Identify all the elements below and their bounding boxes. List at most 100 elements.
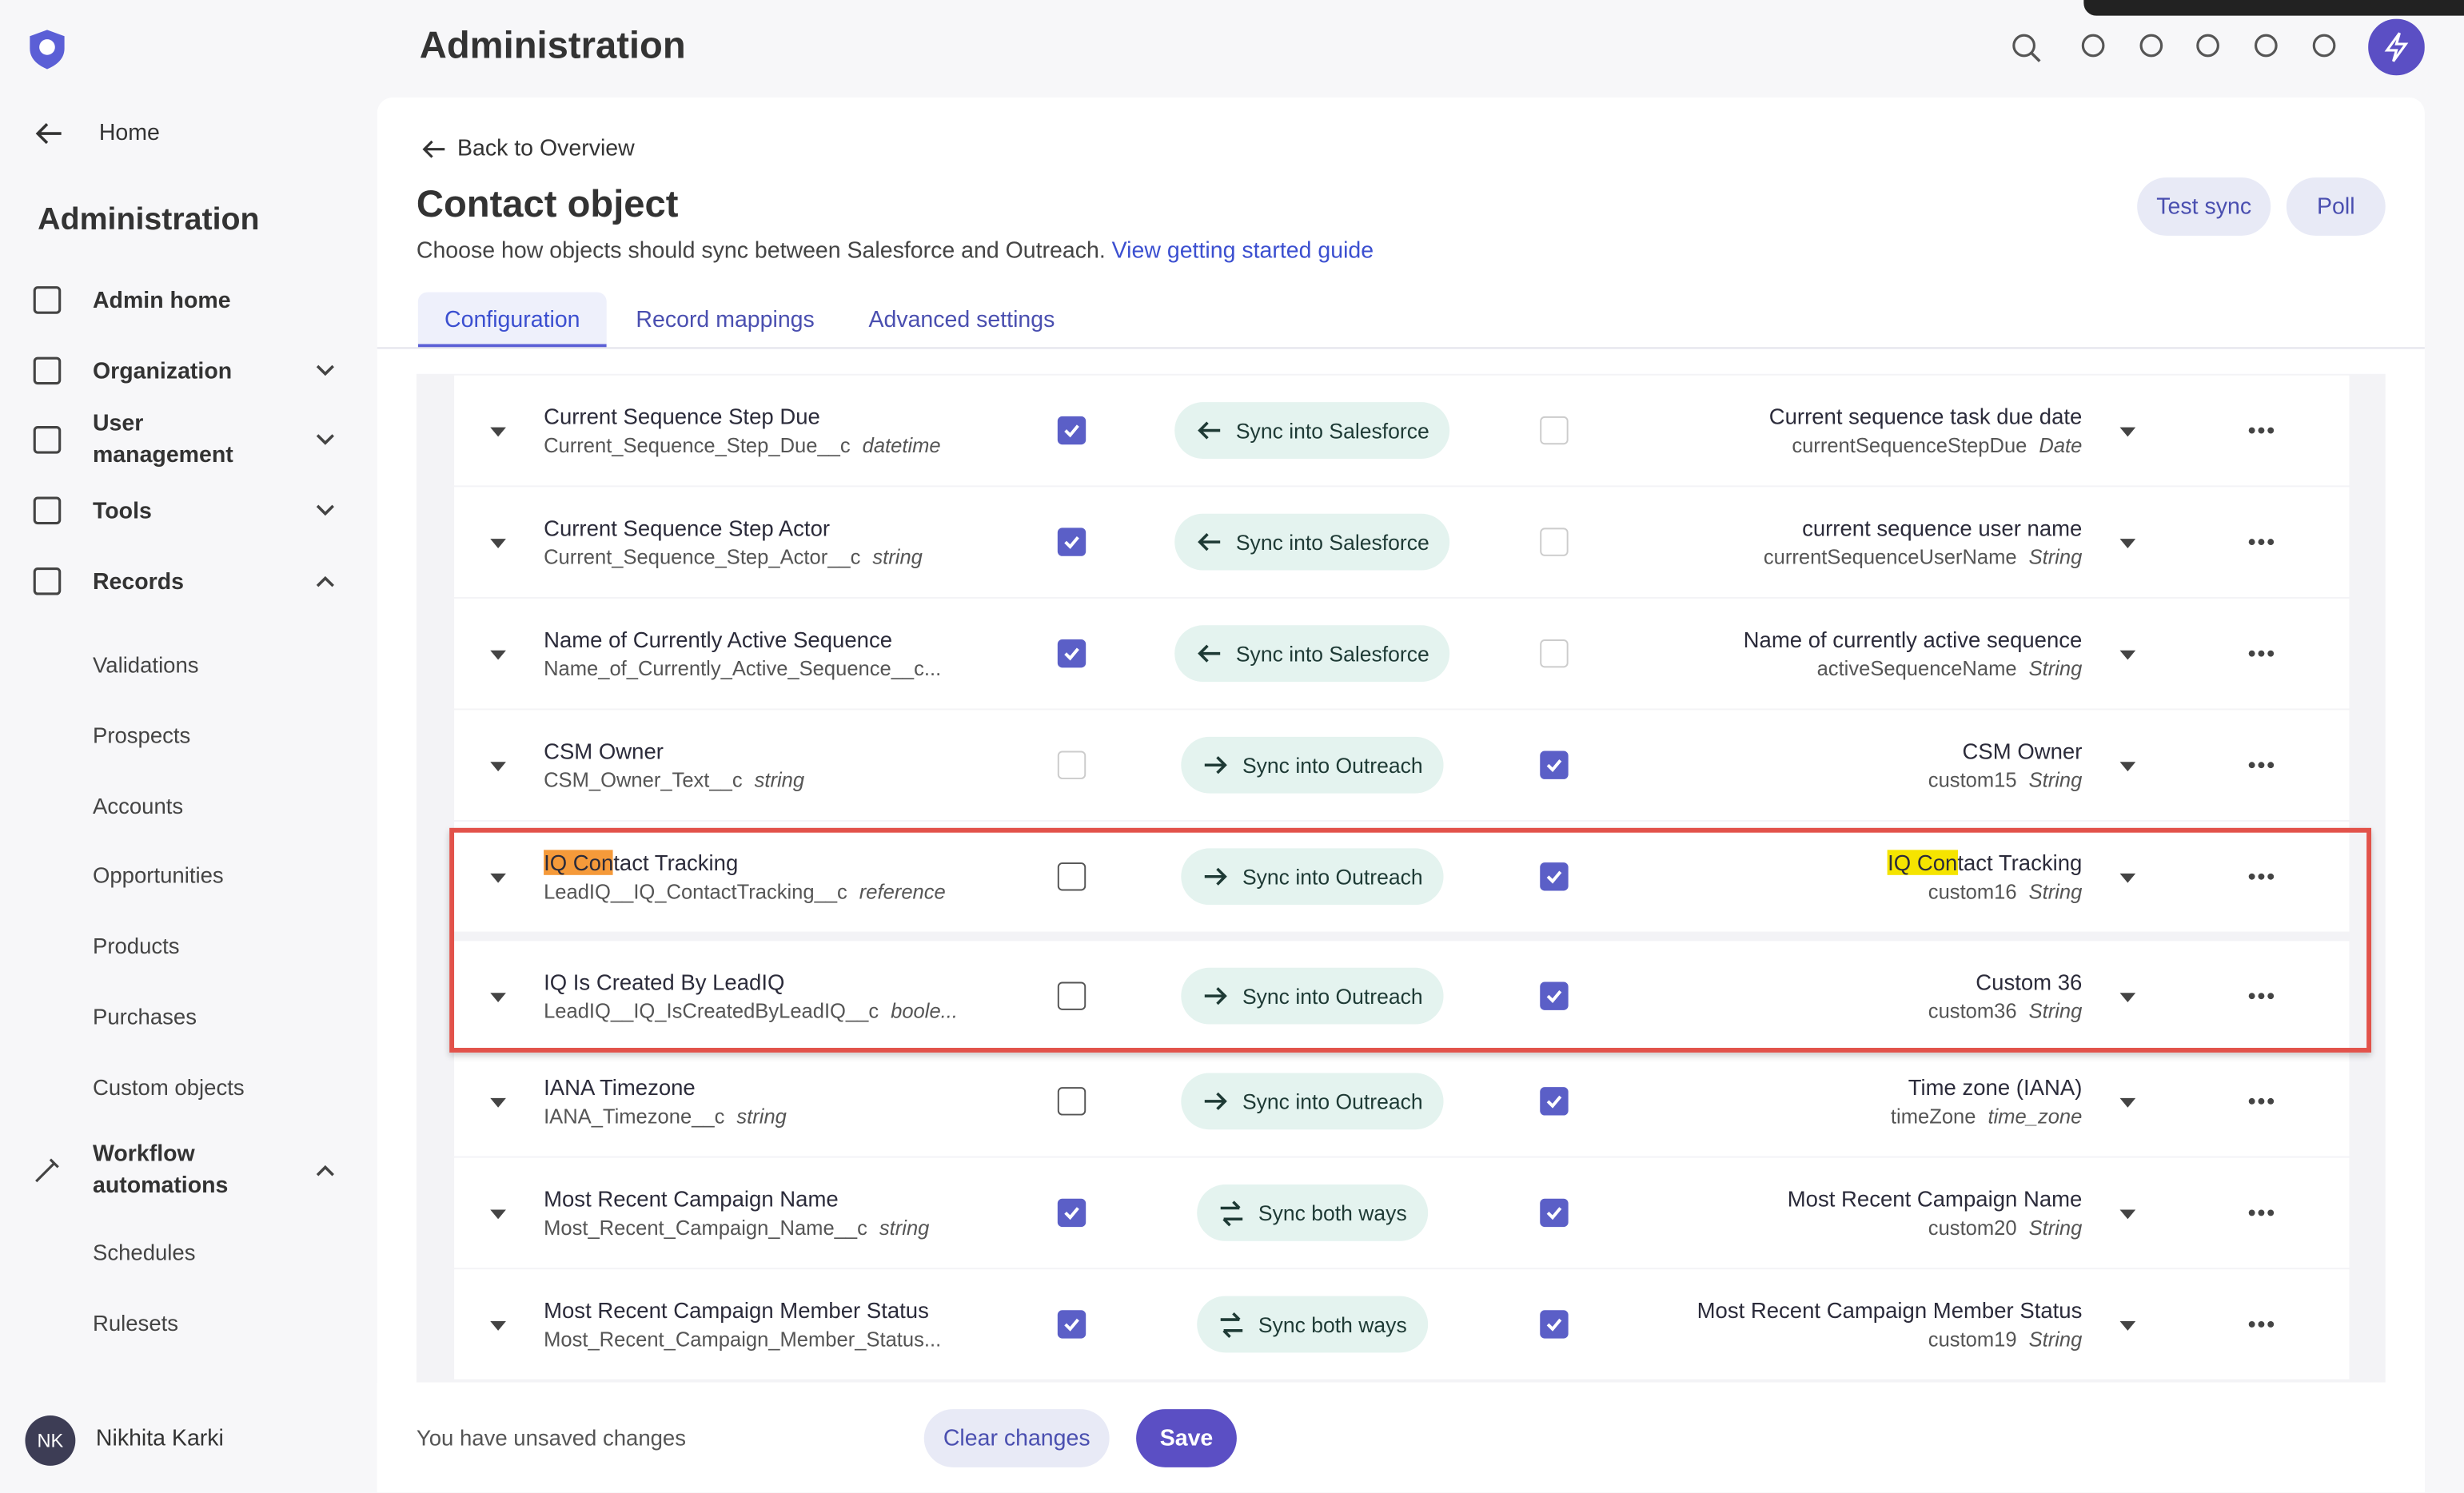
clear-button[interactable]: Clear changes <box>923 1409 1110 1467</box>
checkbox[interactable] <box>1540 1310 1569 1339</box>
nav-item[interactable]: User management <box>92 411 233 468</box>
checkbox[interactable] <box>1540 639 1569 668</box>
nav-subitem[interactable]: Rulesets <box>92 1309 179 1336</box>
out-api-name: custom15 <box>1928 768 2017 792</box>
logo <box>30 30 65 70</box>
save-button[interactable]: Save <box>1136 1409 1237 1467</box>
sf-api: LeadIQ__IQ_IsCreatedByLeadIQ__c boole... <box>544 999 958 1022</box>
checkbox[interactable] <box>1057 528 1086 556</box>
nav-icon <box>33 286 62 314</box>
sf-label: Name of Currently Active Sequence <box>544 627 893 652</box>
nav-subitem[interactable]: Products <box>92 933 180 959</box>
checkbox[interactable] <box>1057 1310 1086 1339</box>
top-bar <box>2083 0 2464 16</box>
field-dropdown <box>2119 762 2136 772</box>
checkbox[interactable] <box>1057 1198 1086 1228</box>
sf-api-name: Most_Recent_Campaign_Name__c <box>544 1216 867 1240</box>
sf-api-name: Name_of_Currently_Active_Sequence__c... <box>544 656 942 681</box>
sync-direction[interactable]: Sync into Outreach <box>1181 848 1444 906</box>
sf-label: Current Sequence Step Due <box>544 404 820 429</box>
out-label: IQ Contact Tracking <box>1888 850 2083 875</box>
nav-subitem[interactable]: Validations <box>92 651 199 678</box>
out-api: custom20 String <box>1928 1216 2083 1239</box>
nav-subitem[interactable]: Prospects <box>92 722 191 748</box>
check <box>1546 870 1562 884</box>
sync-direction[interactable]: Sync both ways <box>1197 1184 1428 1241</box>
expand-caret <box>490 539 506 548</box>
sync-text: Sync both ways <box>1258 1200 1407 1225</box>
expand-caret <box>490 1097 506 1108</box>
checkbox[interactable] <box>1540 1087 1569 1116</box>
tab[interactable]: Record mappings <box>636 308 815 333</box>
sync-icon <box>1204 986 1227 1005</box>
check <box>1546 1318 1562 1332</box>
nav-item[interactable]: Records <box>92 570 185 595</box>
checkbox[interactable] <box>1540 416 1569 445</box>
nav-subitem[interactable]: Opportunities <box>92 862 224 889</box>
row-menu <box>2248 1321 2275 1328</box>
nav-subitem[interactable]: Accounts <box>92 792 184 818</box>
nav-chevron <box>316 434 334 445</box>
nav-subitem[interactable]: Custom objects <box>92 1074 245 1100</box>
out-api: custom15 String <box>1928 768 2083 791</box>
sync-direction[interactable]: Sync into Salesforce <box>1174 513 1450 571</box>
unsaved-message: You have unsaved changes <box>416 1424 686 1451</box>
checkbox[interactable] <box>1057 639 1086 668</box>
sf-api-name: Current_Sequence_Step_Actor__c <box>544 545 861 569</box>
checkbox[interactable] <box>1057 1087 1086 1116</box>
checkbox[interactable] <box>1540 1198 1569 1228</box>
check <box>1546 1095 1562 1109</box>
sync-icon <box>1198 420 1221 439</box>
nav-item[interactable]: Tools <box>92 500 152 525</box>
check <box>1064 535 1079 549</box>
tab[interactable]: Advanced settings <box>868 308 1055 333</box>
back-arrow <box>422 140 445 158</box>
checkbox[interactable] <box>1057 416 1086 445</box>
out-api-name: currentSequenceUserName <box>1763 545 2017 569</box>
field-dropdown <box>2119 539 2136 548</box>
guide-link[interactable]: View getting started guide <box>1111 238 1374 265</box>
sync-icon <box>1204 1091 1227 1109</box>
sf-api: CSM_Owner_Text__c string <box>544 768 804 791</box>
quick-action <box>2368 18 2425 76</box>
row-menu <box>2248 650 2275 657</box>
check <box>1064 424 1079 438</box>
sync-direction[interactable]: Sync into Salesforce <box>1174 625 1450 683</box>
checkbox[interactable] <box>1057 981 1086 1010</box>
sync-direction[interactable]: Sync into Outreach <box>1181 1073 1444 1130</box>
user-name[interactable]: Nikhita Karki <box>95 1426 224 1452</box>
field-dropdown <box>2119 650 2136 660</box>
sf-type: reference <box>859 879 946 904</box>
header-button[interactable]: Test sync <box>2137 177 2271 236</box>
row-menu <box>2248 873 2275 880</box>
page-title: Contact object <box>416 183 679 227</box>
checkbox[interactable] <box>1540 862 1569 891</box>
sync-direction[interactable]: Sync into Salesforce <box>1174 402 1450 459</box>
field-dropdown <box>2119 427 2136 437</box>
label-rest: tact Tracking <box>1957 850 2083 875</box>
nav-item[interactable]: Admin home <box>92 289 231 315</box>
nav-subitem[interactable]: Schedules <box>92 1239 196 1265</box>
checkbox[interactable] <box>1540 528 1569 556</box>
nav-item[interactable]: Organization <box>92 360 233 385</box>
description: Choose how objects should sync between S… <box>417 239 1374 264</box>
nav-item[interactable]: Workflow automations <box>92 1141 229 1199</box>
sync-direction[interactable]: Sync both ways <box>1197 1296 1428 1353</box>
sf-type: datetime <box>862 433 941 457</box>
checkbox[interactable] <box>1057 750 1086 779</box>
back-link[interactable]: Back to Overview <box>457 137 635 162</box>
out-api-name: custom36 <box>1928 999 2017 1023</box>
sync-direction[interactable]: Sync into Outreach <box>1181 967 1444 1025</box>
description-text: Choose how objects should sync between S… <box>416 238 1106 265</box>
tab[interactable]: Configuration <box>417 292 607 348</box>
out-api: timeZone time_zone <box>1891 1105 2082 1128</box>
header-button[interactable]: Poll <box>2286 177 2386 236</box>
sf-type: string <box>879 1216 930 1240</box>
nav-subitem[interactable]: Purchases <box>92 1003 197 1029</box>
checkbox[interactable] <box>1540 981 1569 1010</box>
nav-home[interactable]: Home <box>98 121 160 146</box>
sync-direction[interactable]: Sync into Outreach <box>1181 736 1444 794</box>
checkbox[interactable] <box>1057 862 1086 891</box>
highlight-box <box>449 827 2372 1053</box>
checkbox[interactable] <box>1540 750 1569 779</box>
